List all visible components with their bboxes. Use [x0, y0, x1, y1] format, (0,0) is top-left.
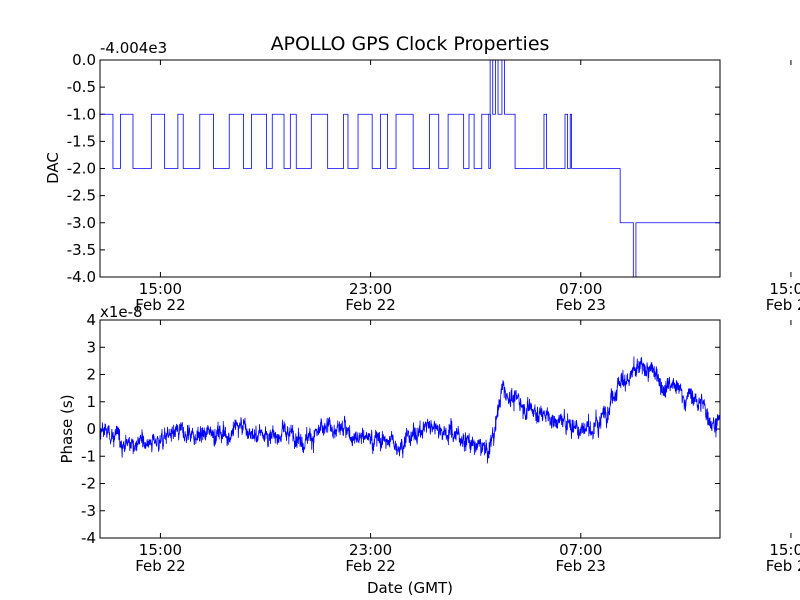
dac-y-ticks: 0.0 -0.5 -1.0 -1.5 -2.0 -2.5 -3.0 -3.5 -4.0: [67, 51, 720, 286]
phase-y-ticks: 4 3 2 1 0 -1 -2 -3 -4: [81, 311, 720, 547]
chart-title: APOLLO GPS Clock Properties: [271, 33, 550, 55]
y-tick-label: 4: [86, 311, 96, 329]
x-tick-time-label: 15:00: [139, 541, 182, 559]
x-tick-date-label: Feb 23: [766, 296, 800, 314]
dac-y-axis-label: DAC: [44, 152, 62, 184]
phase-axes-frame: [99, 319, 721, 539]
y-tick-label: 0.0: [72, 51, 96, 69]
x-tick-time-label: 23:00: [349, 541, 392, 559]
dac-series-line: [100, 60, 720, 277]
y-tick-label: 2: [86, 366, 96, 384]
x-tick-date-label: Feb 22: [135, 296, 185, 314]
dac-panel: -4.004e3 0.0 -0.5 -1.0 -1.5 -2.0 -2.5 -3.0 -3.5…: [44, 39, 800, 314]
dac-axes-frame: [99, 59, 721, 278]
x-tick-time-label: 15:00: [769, 280, 800, 298]
phase-y-axis-label: Phase (s): [58, 394, 76, 463]
y-tick-label: -1.5: [67, 132, 96, 150]
y-tick-label: -1.0: [67, 105, 96, 123]
y-tick-label: 1: [86, 393, 96, 411]
y-tick-label: 0: [86, 420, 96, 438]
y-tick-label: -3: [81, 502, 96, 520]
x-tick-date-label: Feb 23: [766, 557, 800, 575]
y-tick-label: -2.5: [67, 187, 96, 205]
x-tick-time-label: 15:00: [139, 280, 182, 298]
x-tick-date-label: Feb 23: [556, 296, 606, 314]
x-tick-time-label: 07:00: [559, 280, 602, 298]
x-tick-date-label: Feb 22: [135, 557, 185, 575]
y-tick-label: 3: [86, 338, 96, 356]
x-tick-date-label: Feb 22: [345, 557, 395, 575]
dac-offset-label: -4.004e3: [100, 39, 167, 57]
x-tick-time-label: 15:00: [769, 541, 800, 559]
x-tick-time-label: 07:00: [559, 541, 602, 559]
x-axis-label: Date (GMT): [367, 579, 453, 597]
y-tick-label: -4: [81, 529, 96, 547]
y-tick-label: -4.0: [67, 268, 96, 286]
y-tick-label: -2.0: [67, 160, 96, 178]
phase-series-line: [100, 356, 720, 464]
y-tick-label: -3.0: [67, 214, 96, 232]
phase-offset-label: x1e-8: [100, 303, 143, 321]
x-tick-date-label: Feb 22: [345, 296, 395, 314]
x-tick-date-label: Feb 23: [556, 557, 606, 575]
x-tick-time-label: 23:00: [349, 280, 392, 298]
y-tick-label: -0.5: [67, 78, 96, 96]
y-tick-label: -1: [81, 447, 96, 465]
y-tick-label: -2: [81, 475, 96, 493]
y-tick-label: -3.5: [67, 241, 96, 259]
